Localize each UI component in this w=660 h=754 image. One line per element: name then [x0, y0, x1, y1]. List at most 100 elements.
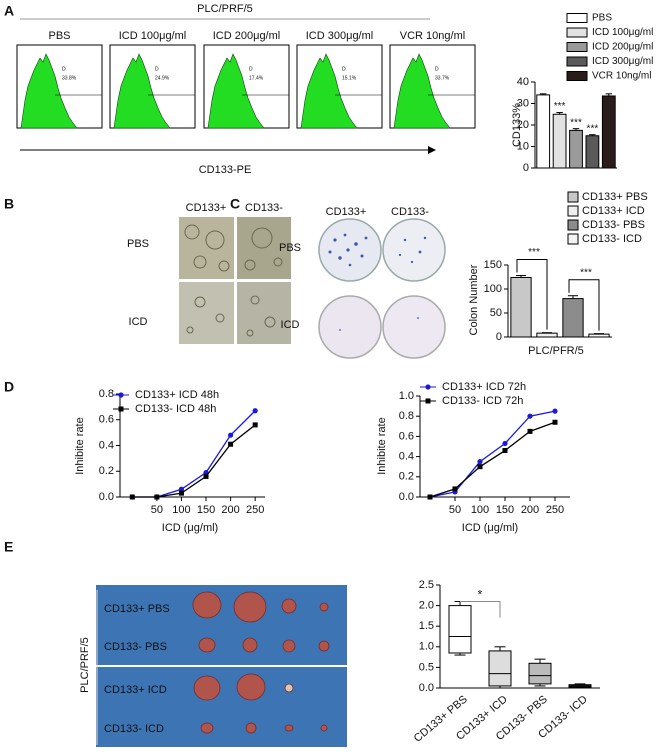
legend-marker	[118, 392, 124, 398]
marker	[502, 440, 508, 447]
y-tick-label: 0.8	[99, 388, 114, 400]
row-label: PBS	[279, 242, 301, 254]
significance-bracket	[460, 600, 501, 618]
y-axis-label: Inhibite rate	[74, 417, 86, 474]
marker	[154, 494, 160, 500]
legend-label: ICD 300μg/ml	[592, 56, 653, 67]
legend-swatch	[567, 205, 579, 217]
y-tick-label: 0.4	[399, 451, 414, 463]
marker	[552, 419, 558, 425]
x-tick-label: 250	[546, 504, 564, 516]
legend-marker	[425, 384, 431, 390]
x-tick-label: 100	[172, 504, 190, 516]
arrow-head	[428, 146, 436, 154]
panel-label: B	[4, 196, 14, 212]
marker	[252, 408, 258, 414]
line	[132, 424, 256, 498]
bar	[552, 113, 567, 169]
row-label: ICD	[281, 319, 300, 331]
x-tick-label: 200	[221, 504, 239, 516]
legend-label: CD133+ ICD	[582, 205, 645, 217]
legend-label: CD133+ ICD 48h	[135, 389, 219, 401]
marker	[527, 413, 533, 419]
marker	[477, 464, 483, 470]
gate-label: D	[249, 66, 253, 72]
legend-marker	[425, 398, 431, 404]
marker	[527, 428, 533, 434]
gate-label: D	[155, 66, 159, 72]
sample-label: ICD 100μg/ml	[119, 30, 186, 42]
significance: ***	[570, 117, 582, 128]
y-tick-label: 100	[484, 283, 502, 295]
column-label: CD133+	[326, 206, 367, 218]
panel-label: C	[230, 196, 240, 212]
x-tick-label: 50	[449, 504, 461, 516]
bar	[585, 135, 600, 169]
y-axis-label: Colon Number	[468, 264, 480, 335]
y-tick-label: 0.0	[419, 682, 434, 694]
x-tick-label: 150	[496, 504, 514, 516]
y-tick-label: 0	[496, 331, 502, 343]
flow-axis-label: CD133-PE	[199, 164, 252, 176]
line	[429, 410, 556, 498]
column-label: CD133-	[245, 202, 283, 214]
y-axis-label: Inhibite rate	[376, 417, 388, 474]
y-tick-label: 0.0	[99, 491, 114, 503]
box	[528, 662, 552, 685]
significance: *	[478, 588, 483, 602]
significance-bracket	[516, 259, 548, 330]
column-label: CD133+	[186, 202, 227, 214]
row-label: CD133+ PBS	[104, 603, 170, 615]
y-tick-label: 1.5	[419, 620, 434, 632]
gate-label: D	[62, 66, 66, 72]
legend-label: PBS	[592, 13, 612, 24]
y-tick-label: 0.6	[399, 430, 414, 442]
marker	[228, 441, 234, 447]
panel-label: A	[4, 3, 14, 19]
x-tick-label: 250	[246, 504, 264, 516]
y-tick-label: 0.2	[399, 471, 414, 483]
y-axis-label: CD133%	[511, 103, 523, 147]
legend-marker	[118, 406, 124, 412]
marker	[427, 494, 433, 500]
legend-label: VCR 10ng/ml	[592, 71, 651, 82]
y-tick-label: 150	[484, 259, 502, 271]
legend-swatch	[566, 13, 588, 23]
tumor-photo	[96, 585, 347, 747]
sample-label: ICD 200μg/ml	[213, 30, 280, 42]
panel-label: D	[4, 379, 14, 395]
legend-label: CD133+ PBS	[582, 191, 648, 203]
y-tick-label: 50	[490, 307, 502, 319]
significance: ***	[587, 123, 599, 134]
y-tick-label: 0.2	[99, 465, 114, 477]
marker	[178, 486, 185, 492]
colony-dishes	[318, 218, 446, 359]
column-label: CD133-	[391, 206, 429, 218]
y-tick-label: 1.0	[419, 641, 434, 653]
x-axis-label: ICD (μg/ml)	[162, 522, 218, 534]
y-tick-label: 0.4	[99, 439, 114, 451]
gate-percent: 15.1%	[342, 75, 357, 81]
y-tick-label: 30	[517, 97, 529, 109]
row-label: PBS	[127, 238, 149, 250]
sample-label: PBS	[48, 30, 70, 42]
x-tick-label: 100	[471, 504, 489, 516]
legend-swatch	[567, 191, 579, 203]
box	[488, 650, 512, 687]
y-tick-label: 0.5	[419, 661, 434, 673]
legend-label: CD133- ICD 72h	[442, 395, 523, 407]
group-label: PLC/PRF/5	[79, 637, 91, 693]
marker	[203, 473, 209, 479]
y-tick-label: 0.8	[399, 410, 414, 422]
marker	[552, 408, 558, 414]
y-tick-label: 0.0	[399, 491, 414, 503]
y-tick-label: 0.6	[99, 414, 114, 426]
marker	[252, 422, 258, 428]
sample-label: ICD 300μg/ml	[306, 30, 373, 42]
legend-label: ICD 200μg/ml	[592, 42, 653, 53]
flow-histogram	[300, 53, 358, 129]
gate-percent: 24.9%	[155, 75, 170, 81]
y-tick-label: 2.5	[419, 579, 434, 591]
legend-swatch	[566, 27, 588, 38]
